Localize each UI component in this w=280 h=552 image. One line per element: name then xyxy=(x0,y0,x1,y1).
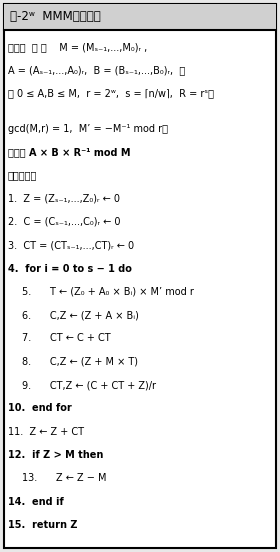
Text: 基-2ʷ  MMM快速算法: 基-2ʷ MMM快速算法 xyxy=(10,10,101,24)
Text: 1.  Z = (Zₛ₋₁,...,Z₀)ᵣ ← 0: 1. Z = (Zₛ₋₁,...,Z₀)ᵣ ← 0 xyxy=(8,194,120,204)
Text: 3.  CT = (CTₛ₋₁,...,CT)ᵣ ← 0: 3. CT = (CTₛ₋₁,...,CT)ᵣ ← 0 xyxy=(8,240,134,250)
Text: 中 0 ≤ A,B ≤ M,  r = 2ʷ,  s = ⌈n/w⌉,  R = rˢ且: 中 0 ≤ A,B ≤ M, r = 2ʷ, s = ⌈n/w⌉, R = rˢ… xyxy=(8,89,214,99)
Text: 7.      CT ← C + CT: 7. CT ← C + CT xyxy=(22,333,111,343)
Text: gcd(M,r) = 1,  M’ = −M⁻¹ mod r。: gcd(M,r) = 1, M’ = −M⁻¹ mod r。 xyxy=(8,124,168,134)
Text: 14.  end if: 14. end if xyxy=(8,497,64,507)
Text: 12.  if Z > M then: 12. if Z > M then xyxy=(8,450,103,460)
Text: 9.      CT,Z ← (C + CT + Z)/r: 9. CT,Z ← (C + CT + Z)/r xyxy=(22,380,156,390)
Text: 10.  end for: 10. end for xyxy=(8,404,72,413)
Text: 13.      Z ← Z − M: 13. Z ← Z − M xyxy=(22,474,106,484)
Text: 8.      C,Z ← (Z + M × T): 8. C,Z ← (Z + M × T) xyxy=(22,357,138,367)
Text: 2.  C = (Cₛ₋₁,...,C₀)ᵣ ← 0: 2. C = (Cₛ₋₁,...,C₀)ᵣ ← 0 xyxy=(8,217,120,227)
Text: 计算过程：: 计算过程： xyxy=(8,170,37,181)
Bar xyxy=(4,4,276,30)
Text: 15.  return Z: 15. return Z xyxy=(8,520,78,530)
Text: 11.  Z ← Z + CT: 11. Z ← Z + CT xyxy=(8,427,84,437)
Text: 4.  for i = 0 to s − 1 do: 4. for i = 0 to s − 1 do xyxy=(8,263,132,273)
Text: 输入：  整 数    M = (Mₛ₋₁,...,M₀)ᵣ ,: 输入： 整 数 M = (Mₛ₋₁,...,M₀)ᵣ , xyxy=(8,42,147,52)
Text: 5.      T ← (Z₀ + A₀ × Bᵢ) × M’ mod r: 5. T ← (Z₀ + A₀ × Bᵢ) × M’ mod r xyxy=(22,287,194,297)
Text: 输出： A × B × R⁻¹ mod M: 输出： A × B × R⁻¹ mod M xyxy=(8,147,130,157)
Text: A = (Aₛ₋₁,...,A₀)ᵣ,  B = (Bₛ₋₁,...,B₀)ᵣ,  其: A = (Aₛ₋₁,...,A₀)ᵣ, B = (Bₛ₋₁,...,B₀)ᵣ, … xyxy=(8,65,185,75)
Text: 6.      C,Z ← (Z + A × Bᵢ): 6. C,Z ← (Z + A × Bᵢ) xyxy=(22,310,139,320)
